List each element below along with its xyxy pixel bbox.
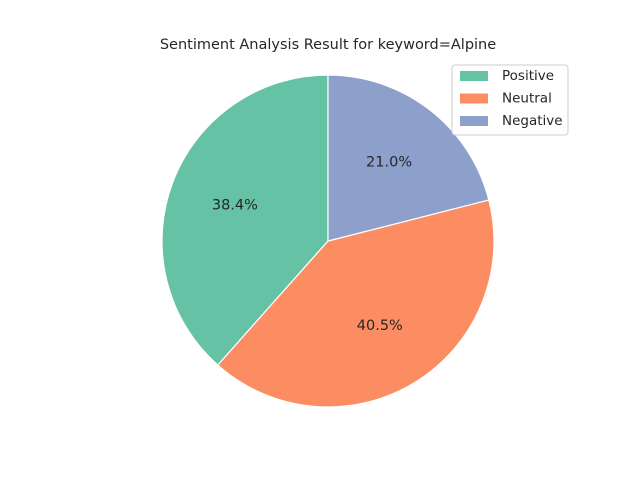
- pct-label-neutral: 40.5%: [357, 318, 403, 334]
- legend-swatch-negative: [460, 116, 488, 126]
- pct-label-negative: 21.0%: [366, 154, 412, 170]
- pie-slices: [161, 74, 495, 408]
- pie-slice-positive: [161, 74, 329, 366]
- legend-swatch-neutral: [460, 93, 488, 104]
- percent-labels: 38.4% 40.5% 21.0%: [212, 154, 412, 334]
- pie-slice-neutral: [217, 199, 495, 408]
- legend-label-positive: Positive: [502, 68, 554, 84]
- pct-label-positive: 38.4%: [212, 198, 258, 214]
- chart-title: Sentiment Analysis Result for keyword=Al…: [160, 37, 496, 53]
- legend-label-neutral: Neutral: [502, 91, 552, 107]
- legend: Positive Neutral Negative: [451, 64, 569, 136]
- legend-swatch-positive: [460, 71, 488, 81]
- pie-slice-negative: [327, 74, 490, 242]
- legend-label-negative: Negative: [502, 113, 563, 129]
